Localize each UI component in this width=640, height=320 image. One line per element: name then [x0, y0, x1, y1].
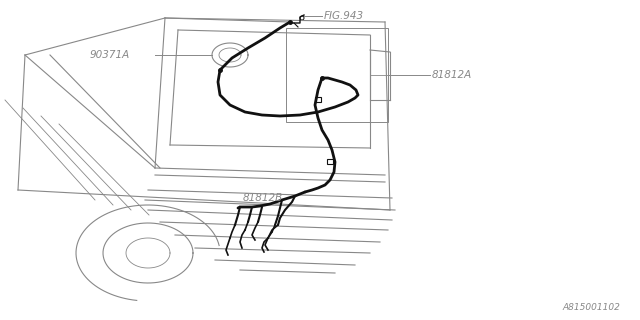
Bar — [286, 28, 388, 122]
Bar — [315, 97, 321, 102]
Bar — [327, 159, 333, 164]
Text: 81812A: 81812A — [432, 70, 472, 80]
Text: FIG.943: FIG.943 — [324, 11, 364, 21]
Text: 81812B: 81812B — [243, 193, 284, 203]
Text: 90371A: 90371A — [90, 50, 131, 60]
Text: A815001102: A815001102 — [562, 303, 620, 312]
